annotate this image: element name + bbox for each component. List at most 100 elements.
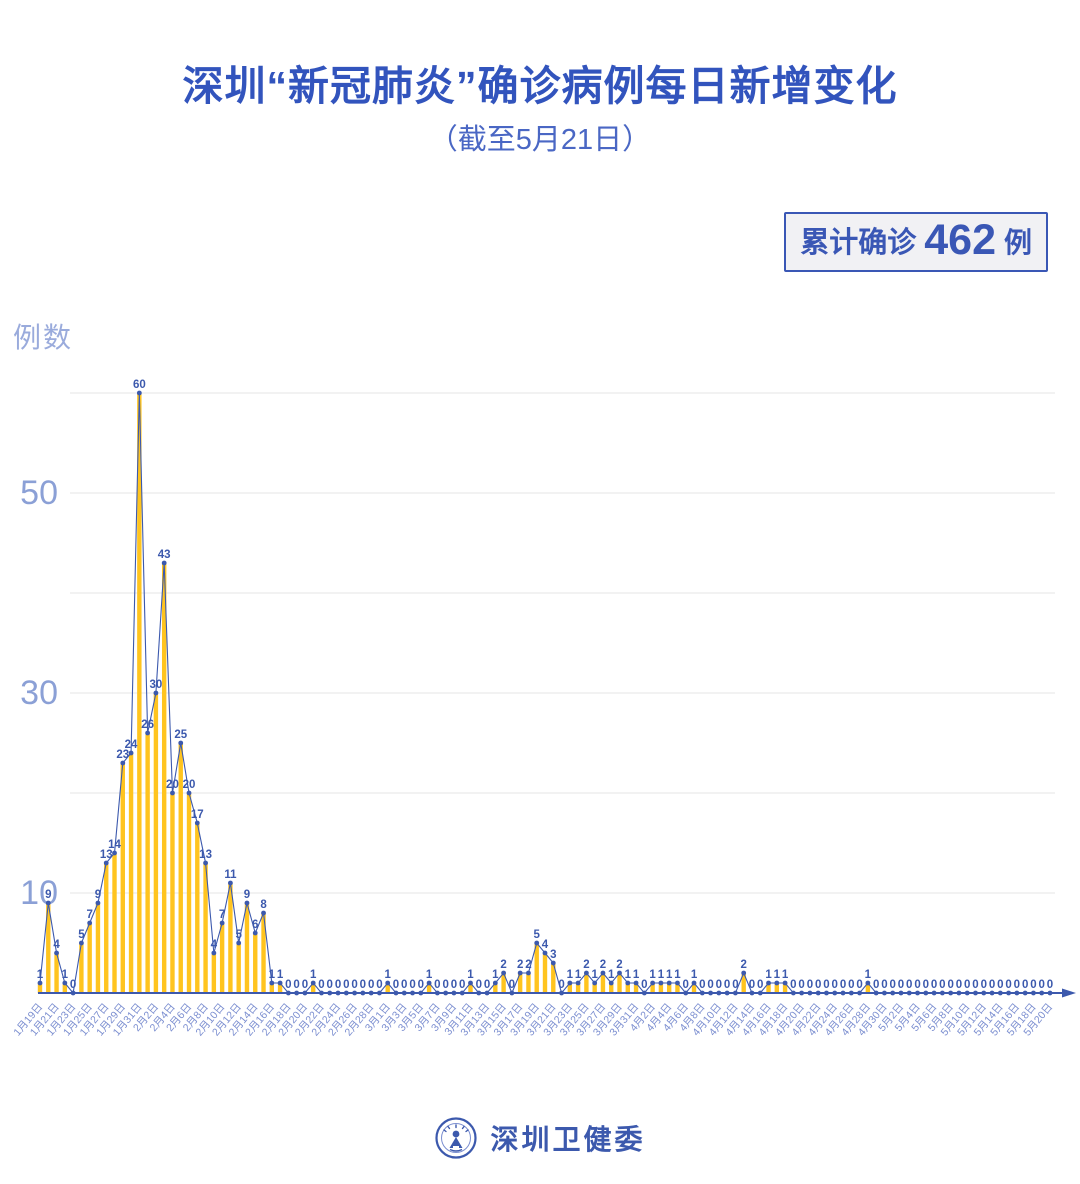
svg-text:1: 1	[567, 969, 574, 981]
svg-text:2: 2	[525, 959, 531, 971]
svg-text:2: 2	[600, 959, 606, 971]
svg-text:0: 0	[931, 979, 937, 991]
svg-text:0: 0	[964, 979, 970, 991]
svg-text:0: 0	[757, 979, 763, 991]
page-title: 深圳“新冠肺炎”确诊病例每日新增变化	[182, 63, 898, 109]
page-subtitle: （截至5月21日）	[428, 124, 652, 156]
svg-text:0: 0	[302, 979, 308, 991]
svg-text:5: 5	[235, 929, 242, 941]
svg-text:0: 0	[840, 979, 846, 991]
svg-text:0: 0	[293, 979, 299, 991]
svg-text:0: 0	[716, 979, 722, 991]
svg-text:2: 2	[616, 959, 622, 971]
svg-text:0: 0	[351, 979, 357, 991]
x-axis-arrow-icon	[1062, 988, 1076, 998]
svg-text:13: 13	[199, 849, 212, 861]
bars-group	[37, 393, 871, 993]
svg-text:0: 0	[285, 979, 291, 991]
svg-text:0: 0	[699, 979, 705, 991]
svg-text:2: 2	[517, 959, 523, 971]
svg-text:0: 0	[434, 979, 440, 991]
svg-text:6: 6	[252, 919, 258, 931]
svg-text:0: 0	[923, 979, 929, 991]
svg-text:8: 8	[260, 899, 267, 911]
data-points	[37, 390, 1053, 996]
x-tick-labels: 1月19日1月21日1月23日1月25日1月27日1月29日1月31日2月2日2…	[11, 1001, 1055, 1038]
svg-text:0: 0	[327, 979, 333, 991]
svg-text:0: 0	[318, 979, 324, 991]
svg-text:2: 2	[583, 959, 589, 971]
svg-text:30: 30	[20, 674, 58, 712]
svg-text:1: 1	[37, 969, 44, 981]
svg-text:0: 0	[832, 979, 838, 991]
svg-text:1: 1	[575, 969, 582, 981]
svg-text:0: 0	[1005, 979, 1011, 991]
x-axis	[38, 988, 1076, 998]
svg-text:0: 0	[451, 979, 457, 991]
svg-text:0: 0	[906, 979, 912, 991]
svg-text:0: 0	[981, 979, 987, 991]
svg-text:1: 1	[591, 969, 598, 981]
svg-text:1: 1	[608, 969, 615, 981]
chart-area: 10 30 50 1 9 4 1 0 5 7 9 13 14 23 24 60 26 30 43 20 25 20 17 13…	[0, 300, 1080, 1080]
svg-text:0: 0	[956, 979, 962, 991]
svg-text:0: 0	[707, 979, 713, 991]
svg-text:0: 0	[1014, 979, 1020, 991]
svg-text:0: 0	[484, 979, 490, 991]
svg-text:0: 0	[442, 979, 448, 991]
svg-text:25: 25	[174, 729, 187, 741]
svg-text:0: 0	[873, 979, 879, 991]
y-axis-title: 例数	[13, 322, 74, 353]
footer: 深圳卫健委	[0, 1108, 1080, 1168]
svg-text:1: 1	[691, 969, 698, 981]
svg-text:1: 1	[277, 969, 284, 981]
y-tick-labels: 10 30 50	[20, 474, 58, 912]
svg-text:0: 0	[509, 979, 515, 991]
svg-text:30: 30	[150, 679, 163, 691]
svg-text:0: 0	[732, 979, 738, 991]
svg-text:1: 1	[492, 969, 499, 981]
svg-text:1: 1	[674, 969, 681, 981]
svg-text:0: 0	[368, 979, 374, 991]
svg-text:9: 9	[45, 889, 51, 901]
svg-text:0: 0	[1047, 979, 1053, 991]
svg-text:1: 1	[310, 969, 317, 981]
svg-text:23: 23	[116, 749, 129, 761]
svg-text:3: 3	[550, 949, 556, 961]
svg-text:1: 1	[426, 969, 433, 981]
svg-text:0: 0	[947, 979, 953, 991]
svg-text:0: 0	[972, 979, 978, 991]
svg-text:0: 0	[401, 979, 407, 991]
svg-text:0: 0	[790, 979, 796, 991]
gridlines	[70, 392, 1055, 894]
svg-text:0: 0	[360, 979, 366, 991]
svg-text:0: 0	[70, 979, 76, 991]
svg-text:13: 13	[100, 849, 113, 861]
svg-text:17: 17	[191, 809, 204, 821]
svg-text:0: 0	[815, 979, 821, 991]
svg-text:1: 1	[62, 969, 69, 981]
svg-text:4: 4	[542, 939, 549, 951]
svg-text:0: 0	[890, 979, 896, 991]
svg-text:60: 60	[133, 379, 146, 391]
svg-text:0: 0	[335, 979, 341, 991]
svg-text:0: 0	[989, 979, 995, 991]
svg-text:0: 0	[823, 979, 829, 991]
svg-text:0: 0	[409, 979, 415, 991]
svg-text:0: 0	[856, 979, 862, 991]
svg-text:26: 26	[141, 719, 154, 731]
svg-text:0: 0	[376, 979, 382, 991]
svg-text:5: 5	[534, 929, 541, 941]
svg-text:20: 20	[183, 779, 196, 791]
value-labels: 1941057913142324602630432025201713471159…	[37, 379, 1053, 991]
svg-text:1: 1	[385, 969, 392, 981]
svg-text:0: 0	[939, 979, 945, 991]
svg-text:1: 1	[774, 969, 781, 981]
health-commission-logo-icon	[435, 1117, 478, 1159]
svg-text:4: 4	[53, 939, 60, 951]
svg-text:0: 0	[997, 979, 1003, 991]
svg-text:11: 11	[224, 869, 237, 881]
svg-text:7: 7	[86, 909, 92, 921]
badge-suffix: 例	[1003, 227, 1032, 258]
